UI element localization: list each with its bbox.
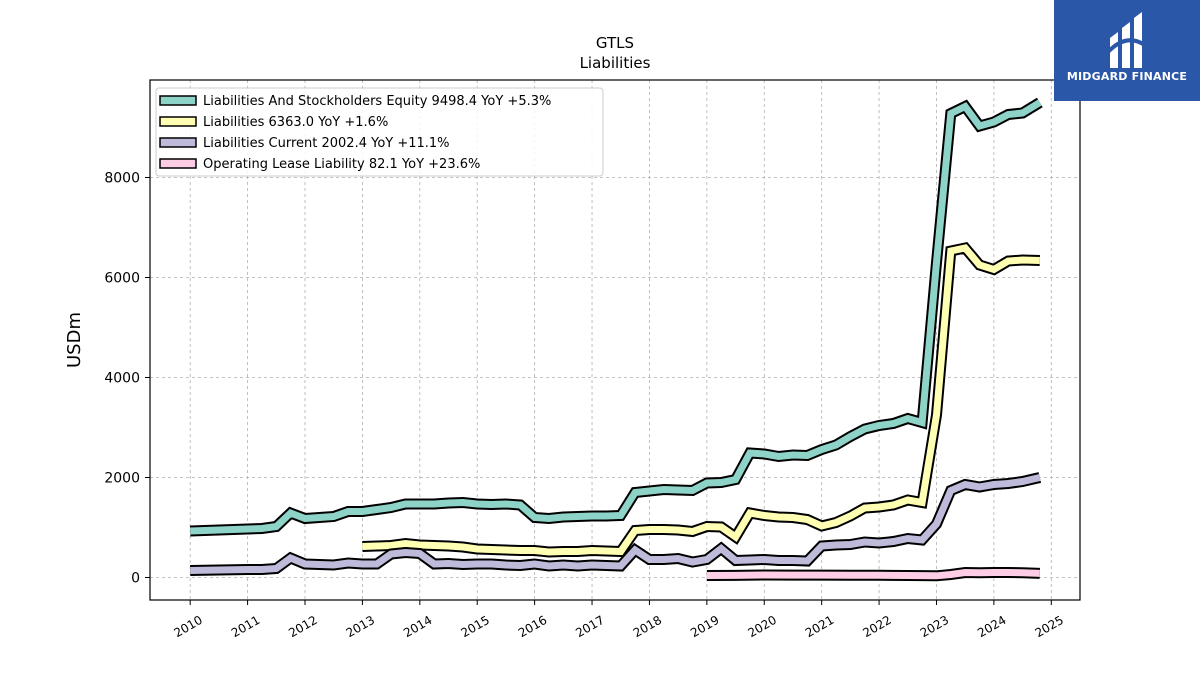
x-tick-label: 2015	[458, 613, 491, 640]
plot-frame	[149, 79, 1081, 601]
legend: Liabilities And Stockholders Equity 9498…	[155, 87, 604, 177]
x-tick-label: 2022	[860, 613, 893, 640]
midgard-logo-icon	[1106, 12, 1148, 68]
brand-name: MIDGARD FINANCE	[1066, 70, 1188, 83]
x-axis-ticks: 2010 2011 2012 2013 2014 2015 2016 2017 2018 2019…	[171, 600, 1066, 640]
series-line-liabilities-current	[190, 474, 1041, 574]
legend-swatch	[159, 158, 197, 169]
x-tick-label: 2012	[286, 613, 319, 640]
x-tick-label: 2011	[229, 613, 262, 640]
x-tick-label: 2019	[688, 613, 721, 640]
series-line-operating-lease-liability	[706, 568, 1040, 580]
series-line-liabilities	[362, 244, 1040, 556]
y-tick-label: 6000	[104, 271, 140, 287]
x-tick-label: 2020	[746, 613, 779, 640]
legend-label: Liabilities And Stockholders Equity 9498…	[203, 94, 551, 109]
y-axis-label: USDm	[64, 312, 85, 368]
series-lines	[190, 97, 1043, 582]
legend-label: Liabilities Current 2002.4 YoY +11.1%	[203, 136, 450, 151]
legend-swatch	[159, 116, 197, 127]
x-tick-label: 2010	[171, 613, 204, 640]
series-line-liabilities-and-stockholders-equity	[190, 99, 1042, 535]
x-tick-label: 2024	[975, 613, 1008, 640]
x-tick-label: 2013	[344, 613, 377, 640]
legend-box	[155, 87, 604, 177]
x-tick-label: 2016	[516, 613, 549, 640]
y-tick-label: 4000	[104, 371, 140, 387]
y-tick-label: 0	[131, 571, 140, 587]
brand-logo: MIDGARD FINANCE	[1054, 0, 1200, 101]
y-tick-label: 2000	[104, 471, 140, 487]
legend-swatch	[159, 95, 197, 106]
chart-subtitle: Liabilities	[580, 54, 651, 72]
x-tick-label: 2021	[803, 613, 836, 640]
x-tick-label: 2014	[401, 613, 434, 640]
x-tick-label: 2025	[1033, 613, 1066, 640]
y-axis-ticks: 0 2000 4000 6000 8000	[104, 171, 150, 587]
x-tick-label: 2023	[918, 613, 951, 640]
y-tick-label: 8000	[104, 171, 140, 187]
x-tick-label: 2018	[631, 613, 664, 640]
legend-swatch	[159, 137, 197, 148]
legend-label: Operating Lease Liability 82.1 YoY +23.6…	[203, 157, 480, 172]
x-tick-label: 2017	[573, 613, 606, 640]
legend-label: Liabilities 6363.0 YoY +1.6%	[203, 115, 388, 130]
chart-title: GTLS	[596, 34, 634, 52]
